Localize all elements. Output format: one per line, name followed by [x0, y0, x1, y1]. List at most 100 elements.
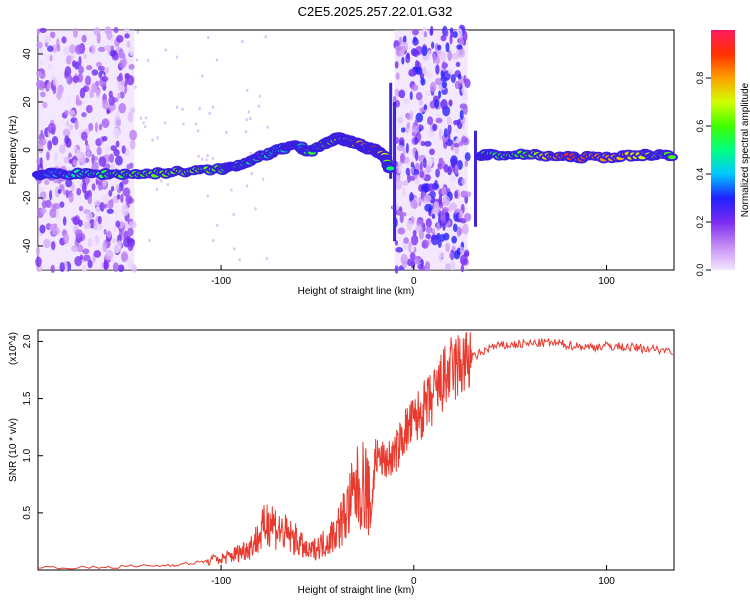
noise-point — [437, 162, 443, 170]
noise-point — [83, 254, 91, 262]
noise-point — [238, 258, 241, 262]
noise-point — [66, 120, 70, 127]
noise-point — [61, 36, 67, 44]
noise-point — [136, 30, 139, 34]
noise-point — [429, 148, 435, 156]
noise-point — [414, 137, 418, 144]
noise-point — [115, 183, 120, 190]
noise-point — [430, 41, 435, 49]
noise-point — [421, 45, 428, 57]
noise-point — [147, 58, 150, 63]
noise-point — [463, 75, 467, 84]
noise-point — [457, 73, 462, 80]
spectrogram-y-axis-label: Frequency (Hz) — [8, 116, 19, 185]
noise-point — [95, 234, 99, 246]
noise-point — [414, 59, 420, 70]
noise-point — [115, 220, 121, 228]
noise-point — [127, 111, 134, 123]
noise-point — [95, 88, 101, 98]
noise-point — [409, 175, 416, 181]
noise-point — [45, 199, 52, 209]
noise-point — [438, 128, 442, 140]
noise-point — [419, 161, 423, 172]
noise-point — [82, 248, 90, 255]
noise-point — [91, 183, 96, 191]
noise-point — [398, 89, 406, 99]
noise-point — [110, 198, 114, 205]
noise-point — [454, 190, 458, 199]
noise-point — [64, 109, 69, 116]
noise-point — [448, 99, 453, 107]
noise-point — [424, 261, 431, 272]
noise-point — [464, 159, 469, 168]
colorbar-tick-label: 0.4 — [695, 168, 705, 181]
noise-point — [444, 29, 449, 37]
noise-point — [459, 254, 468, 266]
noise-point — [143, 125, 147, 129]
noise-point — [81, 182, 87, 194]
noise-point — [59, 144, 66, 154]
noise-point — [450, 176, 457, 182]
noise-point — [118, 103, 127, 114]
noise-point — [88, 122, 94, 132]
noise-point — [47, 45, 54, 52]
noise-point — [414, 150, 419, 162]
noise-point — [249, 117, 252, 121]
noise-point — [450, 73, 456, 83]
noise-point — [50, 264, 55, 274]
noise-point — [456, 226, 462, 237]
noise-point — [72, 159, 78, 166]
noise-point — [108, 153, 115, 163]
noise-point — [254, 207, 257, 211]
noise-point — [127, 227, 134, 237]
y-tick-label: -20 — [22, 190, 33, 205]
noise-point — [440, 34, 447, 42]
noise-point — [126, 238, 135, 245]
noise-point — [403, 237, 410, 244]
noise-point — [420, 140, 426, 147]
noise-point — [112, 128, 120, 138]
noise-point — [411, 234, 419, 246]
noise-point — [425, 226, 433, 234]
noise-point — [175, 105, 179, 109]
noise-point — [215, 58, 219, 62]
noise-point — [50, 240, 56, 251]
noise-point — [455, 28, 463, 39]
noise-point — [428, 160, 433, 168]
noise-point — [51, 44, 58, 53]
noise-point — [78, 55, 82, 67]
noise-point — [435, 117, 443, 124]
noise-point — [402, 180, 409, 186]
noise-point — [117, 84, 125, 92]
noise-point — [438, 51, 447, 62]
noise-point — [106, 109, 110, 115]
noise-point — [144, 116, 148, 120]
noise-point — [397, 116, 404, 124]
noise-point — [36, 28, 41, 35]
noise-point — [461, 178, 466, 186]
noise-point — [44, 53, 50, 63]
noise-point — [119, 228, 123, 237]
noise-point — [87, 195, 92, 205]
noise-point — [427, 183, 435, 192]
noise-point — [437, 44, 442, 51]
noise-point — [123, 230, 129, 240]
noise-point — [453, 250, 461, 260]
x-tick-label: -100 — [211, 276, 231, 287]
noise-point — [155, 187, 159, 192]
noise-point — [65, 55, 72, 65]
colorbar-tick-label: 0.2 — [695, 216, 705, 229]
noise-point — [40, 129, 44, 138]
noise-point — [120, 193, 124, 203]
noise-point — [440, 99, 448, 111]
noise-point — [410, 260, 416, 269]
noise-point — [75, 44, 83, 55]
noise-point — [250, 172, 253, 176]
noise-point — [423, 140, 432, 147]
noise-point — [39, 27, 47, 34]
noise-point — [117, 92, 121, 99]
noise-point — [181, 107, 184, 111]
noise-point — [457, 159, 463, 170]
noise-point — [194, 122, 198, 126]
noise-point — [211, 105, 215, 109]
